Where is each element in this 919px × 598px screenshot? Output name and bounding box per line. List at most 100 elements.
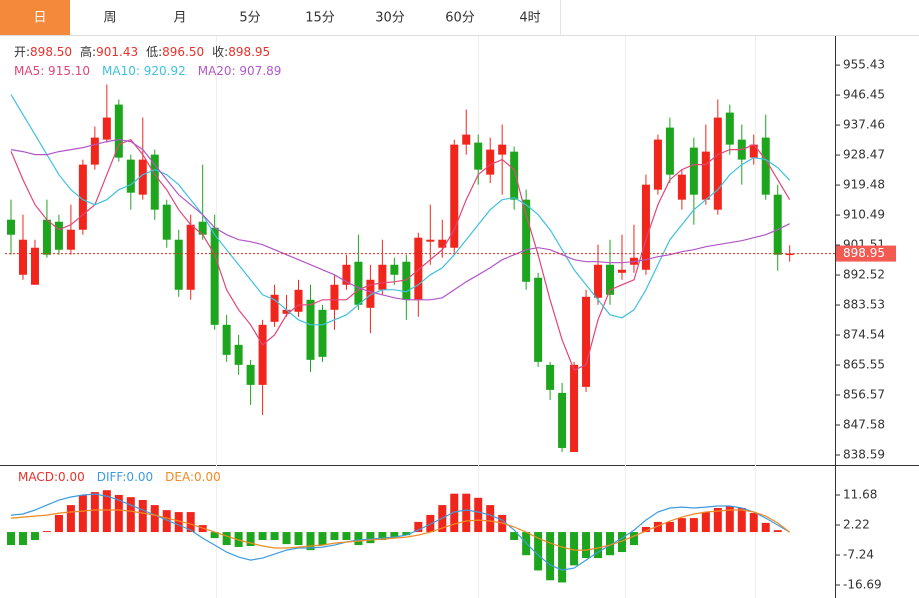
candle-body xyxy=(617,269,626,273)
candle-body xyxy=(749,144,758,158)
legend-entry: MA5: 915.10 xyxy=(14,64,90,78)
candle-body xyxy=(354,261,363,305)
y-tick-label: -16.69 xyxy=(843,577,882,591)
macd-bar xyxy=(150,505,159,533)
candle-body xyxy=(546,364,555,390)
info-label: 开: xyxy=(14,45,30,59)
macd-bar xyxy=(390,532,399,539)
ohlc-info: 开:898.50 高:901.43 低:896.50 收:898.95 xyxy=(14,44,270,59)
macd-bar xyxy=(737,507,746,533)
candle-body xyxy=(510,151,519,200)
candle-body xyxy=(294,289,303,312)
macd-bar xyxy=(282,532,291,545)
macd-bar xyxy=(450,493,459,533)
y-tick-label: 847.58 xyxy=(843,417,885,431)
candle-body xyxy=(150,154,159,210)
candle-body xyxy=(138,159,147,195)
candle-body xyxy=(641,184,650,270)
macd-bar xyxy=(761,522,770,533)
macd-bar xyxy=(725,506,734,533)
macd-bar xyxy=(402,532,411,536)
macd-bar xyxy=(629,532,638,546)
macd-bar xyxy=(582,532,591,559)
macd-bar xyxy=(342,532,351,540)
macd-bar xyxy=(270,532,279,540)
macd-bar xyxy=(414,521,423,533)
candle-body xyxy=(186,224,195,290)
info-label: 低: xyxy=(146,45,162,59)
y-tick-label: 946.45 xyxy=(843,88,885,102)
legend-entry: MA10: 920.92 xyxy=(102,64,186,78)
candle-body xyxy=(102,117,111,140)
tab[interactable] xyxy=(490,0,560,35)
macd-bar xyxy=(330,532,339,540)
candle-body xyxy=(330,284,339,310)
tab[interactable] xyxy=(140,0,210,35)
tab-label[interactable]: 5分 xyxy=(239,11,260,26)
tab[interactable] xyxy=(210,0,280,35)
macd-bar xyxy=(462,493,471,533)
tab-label[interactable]: 月 xyxy=(173,11,186,26)
macd-bar xyxy=(510,532,519,540)
candle-body xyxy=(390,264,399,275)
candle-body xyxy=(522,199,531,282)
candle-body xyxy=(66,229,75,250)
macd-bar xyxy=(174,512,183,533)
macd-bar xyxy=(689,518,698,533)
y-tick-label: 883.53 xyxy=(843,298,885,312)
macd-bar xyxy=(570,532,579,566)
tab[interactable] xyxy=(420,0,490,35)
candle-body xyxy=(210,227,219,325)
indicator-line xyxy=(10,138,791,371)
macd-bar xyxy=(366,532,375,544)
candle-body xyxy=(594,264,603,298)
macd-bar xyxy=(701,512,710,533)
tab-label[interactable]: 60分 xyxy=(445,11,475,26)
indicator-line xyxy=(10,493,791,571)
macd-bar xyxy=(246,532,255,547)
macd-bar xyxy=(378,532,387,540)
candle-body xyxy=(426,239,435,242)
macd-bar xyxy=(773,530,782,533)
macd-bar xyxy=(186,512,195,533)
candle-body xyxy=(450,144,459,248)
last-price-box xyxy=(836,245,896,262)
candle-body xyxy=(126,159,135,193)
candle-body xyxy=(701,151,710,200)
tab[interactable] xyxy=(0,0,70,35)
macd-bar xyxy=(558,532,567,583)
candle-body xyxy=(7,219,15,235)
macd-bar xyxy=(617,532,626,553)
candle-body xyxy=(438,239,447,248)
tab-label[interactable]: 日 xyxy=(33,11,46,26)
candle-body xyxy=(713,117,722,210)
legend-entry: MA20: 907.89 xyxy=(198,64,282,78)
tab-label[interactable]: 4时 xyxy=(519,11,540,26)
tab-label[interactable]: 15分 xyxy=(305,11,335,26)
candle-body xyxy=(258,324,267,385)
candle-body xyxy=(90,137,99,165)
tab-label[interactable]: 周 xyxy=(103,11,116,26)
tab[interactable] xyxy=(350,0,420,35)
tab[interactable] xyxy=(70,0,140,35)
candle-body xyxy=(30,247,39,285)
candle-body xyxy=(582,296,591,387)
macd-bar xyxy=(222,532,231,546)
indicator-line xyxy=(10,509,791,551)
candle-body xyxy=(677,174,686,200)
tab[interactable] xyxy=(280,0,350,35)
candle-body xyxy=(174,239,183,290)
candle-body xyxy=(462,134,471,145)
tab-label[interactable]: 30分 xyxy=(375,11,405,26)
candle-body xyxy=(318,309,327,357)
macd-bar xyxy=(162,510,171,533)
y-tick-label: 11.68 xyxy=(843,488,877,502)
candle-body xyxy=(54,221,63,250)
candle-body xyxy=(498,144,507,155)
candle-body xyxy=(18,239,27,275)
macd-bar xyxy=(102,490,111,533)
candle-body xyxy=(486,149,495,175)
legend-entry: DIFF:0.00 xyxy=(97,470,153,484)
